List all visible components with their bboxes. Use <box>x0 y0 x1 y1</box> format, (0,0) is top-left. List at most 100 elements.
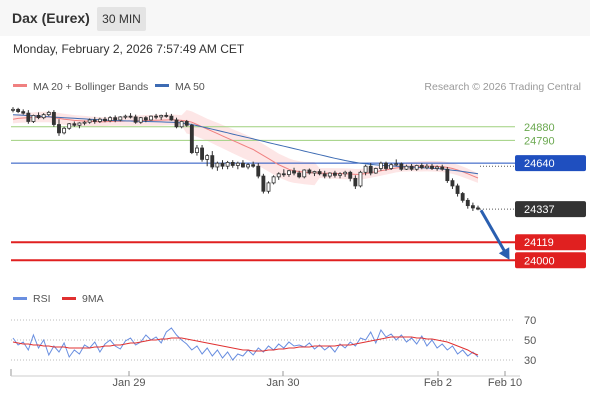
candle-body <box>368 165 373 174</box>
candle-body <box>256 165 261 177</box>
candle <box>281 169 286 177</box>
candle <box>246 163 250 170</box>
candle-body <box>302 169 307 178</box>
support-label-24000: 24000 <box>524 255 555 267</box>
candle <box>159 114 164 120</box>
candle <box>230 160 235 168</box>
candle-body <box>363 165 368 173</box>
candle <box>149 115 153 121</box>
candle <box>343 170 348 177</box>
candle <box>389 163 394 171</box>
candle <box>128 113 133 119</box>
candle <box>409 163 414 171</box>
candle-body <box>97 118 102 122</box>
candle-body <box>215 162 220 168</box>
x-tick-label: Jan 30 <box>266 377 299 389</box>
candle <box>307 168 312 175</box>
forecast-arrow-shaft <box>479 209 510 258</box>
candle <box>143 116 148 123</box>
candle-body <box>51 111 56 125</box>
candle <box>419 163 424 170</box>
candle-body <box>46 111 51 116</box>
candle-body <box>82 121 87 124</box>
candle <box>62 126 67 135</box>
price-levels <box>11 126 515 262</box>
candle-body <box>149 115 153 121</box>
support-label-24119: 24119 <box>524 237 554 249</box>
candle <box>266 181 271 194</box>
candle <box>36 112 41 120</box>
candle <box>394 159 399 167</box>
candle <box>251 161 256 168</box>
candle <box>205 154 210 167</box>
candle-body <box>404 165 409 170</box>
candle-body <box>210 155 215 168</box>
candle <box>353 175 358 189</box>
candle <box>440 164 445 171</box>
candle <box>103 116 107 123</box>
candle <box>179 120 184 129</box>
candle <box>57 119 61 136</box>
candle <box>424 163 429 170</box>
candle <box>292 167 296 176</box>
rsi-ma-legend-label: 9MA <box>82 293 104 305</box>
candle-body <box>123 115 128 118</box>
candle <box>312 170 317 177</box>
candle <box>338 172 342 179</box>
candle-body <box>205 155 210 160</box>
candle-body <box>297 172 302 178</box>
candle-body <box>287 170 291 175</box>
instrument-title: Dax (Eurex) <box>12 10 90 26</box>
candle-body <box>189 124 194 153</box>
candle-body <box>338 173 342 176</box>
candle <box>384 161 388 171</box>
candle-body <box>195 147 199 153</box>
candle <box>174 117 179 129</box>
candle <box>404 164 409 171</box>
candle <box>373 167 378 174</box>
candle <box>317 169 322 176</box>
candle-body <box>138 117 143 123</box>
bollinger-band-area <box>13 110 478 186</box>
candle-body <box>118 116 123 121</box>
candle <box>164 112 169 118</box>
forecast-arrow-head <box>498 247 510 260</box>
candle <box>82 120 87 126</box>
candle-body <box>108 117 113 122</box>
candle <box>378 161 383 171</box>
x-tick-label: Feb 10 <box>488 377 522 389</box>
x-tick-label: Feb 2 <box>424 377 452 389</box>
candle-body <box>317 171 322 175</box>
candle-body <box>36 115 41 119</box>
ma50-legend-label: MA 50 <box>175 81 205 93</box>
candle-body <box>133 116 138 123</box>
candle <box>11 107 15 113</box>
x-tick-label: Jan 29 <box>112 377 145 389</box>
candle-body <box>41 114 46 119</box>
candle-body <box>373 168 378 174</box>
candle <box>189 123 194 155</box>
candle-body <box>200 147 204 160</box>
resistance-label-24880: 24880 <box>524 122 555 134</box>
resistance-label-24790: 24790 <box>524 135 555 147</box>
timeframe-badge[interactable]: 30 MIN <box>97 7 146 31</box>
candle-body <box>353 177 358 187</box>
candle-body <box>11 108 15 111</box>
candle-body <box>261 175 266 192</box>
candle-body <box>92 119 97 122</box>
candle-body <box>312 171 317 174</box>
candle-body <box>384 162 388 169</box>
candle <box>302 169 307 179</box>
candle <box>327 172 332 179</box>
rsi-tick-label: 30 <box>524 355 536 367</box>
candle <box>67 122 72 130</box>
candle-body <box>128 115 133 118</box>
candle-body <box>394 163 399 166</box>
candle <box>261 173 266 194</box>
candle <box>215 161 220 171</box>
candle-body <box>389 164 394 169</box>
candle <box>271 175 276 185</box>
candle-body <box>470 205 475 209</box>
candle <box>297 170 302 179</box>
